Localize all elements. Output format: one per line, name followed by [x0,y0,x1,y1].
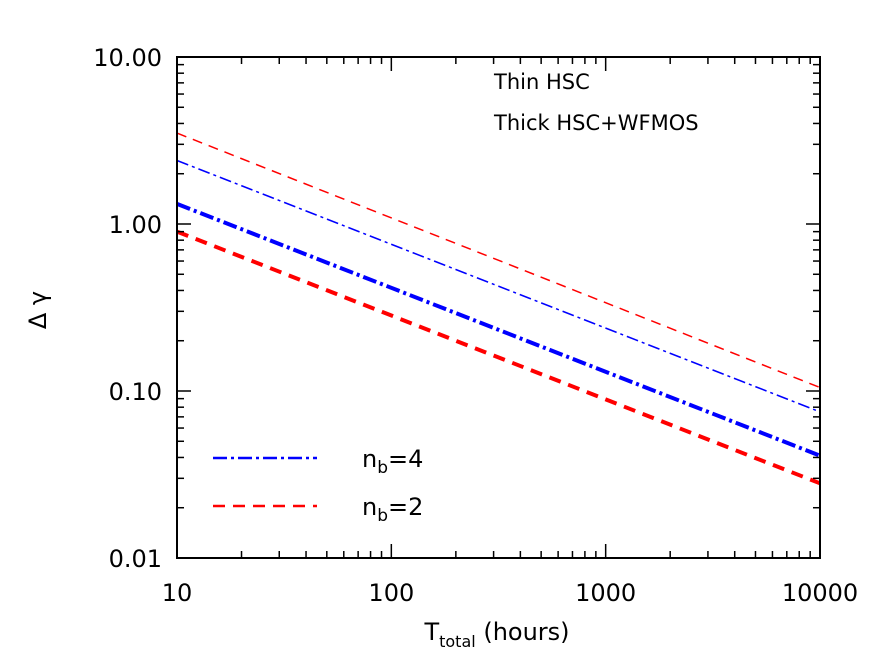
legend-label-nb4-suffix: =4 [388,445,423,473]
y-tick-label: 0.01 [109,545,162,573]
legend: nb=4 nb=2 [213,445,423,526]
x-tick-label: 1000 [575,579,636,607]
x-tick-label: 100 [368,579,414,607]
series-line-nb2-thick [176,229,821,486]
annotation-thin: Thin HSC [493,70,590,94]
series-line-nb4-thin [176,159,821,413]
x-tick-label: 10000 [782,579,858,607]
axes-layer: 10 100 1000 10000 0.01 0.10 1.00 10.00 [93,44,858,607]
y-tick-label: 10.00 [93,44,162,72]
series-line-nb4-thick [176,202,821,458]
y-tick-label: 0.10 [109,378,162,406]
legend-label-nb4-sub: b [377,458,388,478]
x-axis-label-main: T [423,618,439,646]
plot-frame [176,56,821,559]
y-tick-label: 1.00 [109,211,162,239]
legend-label-nb2-main: n [362,493,377,521]
series-layer [176,132,821,486]
series-line-nb2-thin [176,132,821,389]
legend-label-nb2-sub: b [377,506,388,526]
x-axis-label-suffix: (hours) [476,618,570,646]
legend-label-nb4-main: n [362,445,377,473]
x-axis-label-sub: total [439,632,476,651]
annotations: Thin HSC Thick HSC+WFMOS [493,70,699,135]
legend-label-nb2: nb=2 [362,493,423,526]
legend-label-nb2-suffix: =2 [388,493,423,521]
annotation-thick: Thick HSC+WFMOS [493,111,699,135]
x-axis-label: Ttotal (hours) [423,618,569,651]
x-tick-label: 10 [162,579,193,607]
y-axis-label: Δ γ [24,291,52,329]
legend-label-nb4: nb=4 [362,445,423,478]
